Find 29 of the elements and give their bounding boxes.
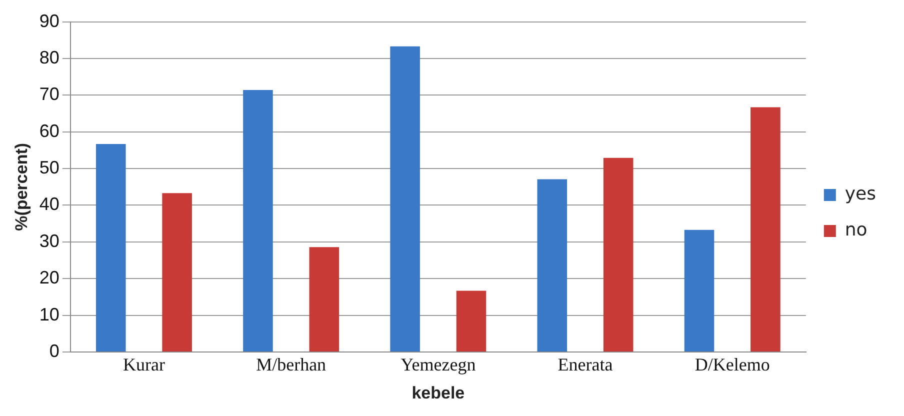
y-tick-label: 60 [39, 120, 60, 141]
legend-label: no [844, 220, 868, 241]
x-axis-title: kebele [412, 383, 465, 402]
y-tick-label: 40 [39, 194, 60, 214]
x-tick-label: D/Kelemo [694, 354, 770, 375]
bar [390, 46, 420, 352]
bar [603, 158, 634, 352]
y-tick-label: 50 [39, 158, 60, 178]
bar [456, 290, 486, 352]
bar [96, 144, 126, 352]
bar [309, 247, 340, 352]
bar [537, 179, 568, 352]
y-tick-label: 80 [39, 47, 60, 68]
y-tick-label: 20 [39, 268, 60, 288]
y-tick-label: 30 [39, 230, 60, 251]
bar [684, 230, 714, 352]
y-tick-label: 90 [39, 10, 60, 31]
x-tick-label: M/berhan [256, 354, 326, 375]
bar [162, 193, 192, 352]
y-tick-label: 70 [39, 84, 60, 104]
x-tick-label: Yemezegn [400, 354, 476, 375]
y-axis-title: %(percent) [12, 142, 31, 231]
bar [243, 90, 273, 352]
x-tick-label: Enerata [558, 354, 613, 375]
bar [750, 107, 780, 352]
y-tick-label: 10 [39, 304, 60, 324]
x-tick-label: Kurar [122, 354, 165, 375]
y-tick-label: 0 [49, 340, 60, 361]
legend-label: yes [844, 184, 876, 205]
